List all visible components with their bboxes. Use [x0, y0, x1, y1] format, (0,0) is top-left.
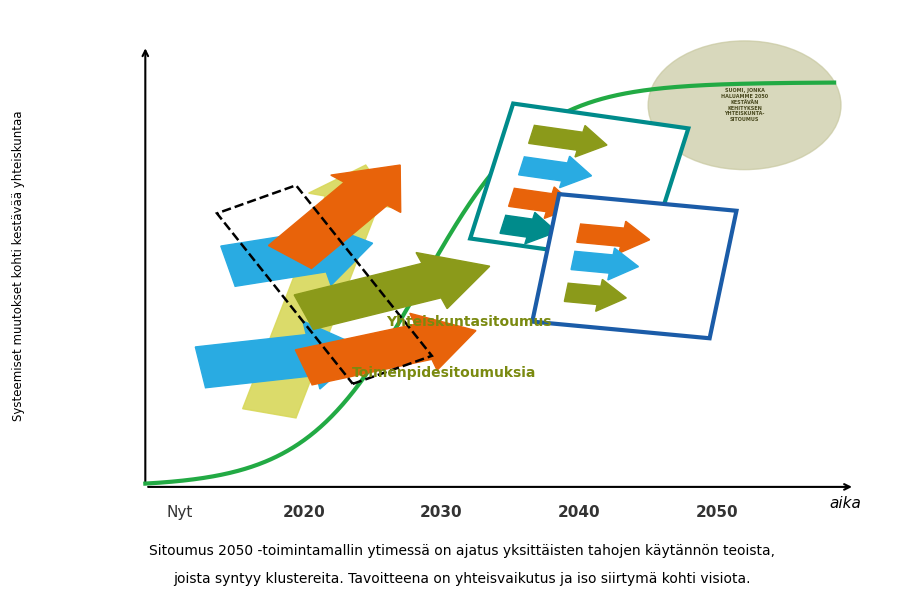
Text: 2050: 2050 [696, 505, 738, 520]
Bar [470, 103, 688, 263]
Text: Toimenpidesitoumuksia: Toimenpidesitoumuksia [352, 365, 536, 379]
Text: 2030: 2030 [420, 505, 463, 520]
Circle shape [648, 41, 841, 169]
Text: Nyt: Nyt [166, 505, 193, 520]
Text: Systeemiset muutokset kohti kestävää yhteiskuntaa: Systeemiset muutokset kohti kestävää yht… [12, 111, 25, 422]
Text: 2020: 2020 [283, 505, 325, 520]
Polygon shape [294, 252, 490, 330]
Polygon shape [571, 248, 638, 280]
Text: Sitoumus 2050 -toimintamallin ytimessä on ajatus yksittäisten tahojen käytännön : Sitoumus 2050 -toimintamallin ytimessä o… [149, 544, 775, 558]
Polygon shape [296, 313, 476, 385]
Polygon shape [529, 125, 607, 157]
Polygon shape [269, 165, 401, 269]
Text: SUOMI, JONKA
HALUAMME 2050
KESTÄVÄN
KEHITYKSEN
YHTEISKUNTA-
SITOUMUS: SUOMI, JONKA HALUAMME 2050 KESTÄVÄN KEHI… [721, 88, 768, 122]
Text: joista syntyy klustereita. Tavoitteena on yhteisvaikutus ja iso siirtymä kohti v: joista syntyy klustereita. Tavoitteena o… [174, 572, 750, 586]
Polygon shape [518, 156, 591, 188]
Polygon shape [508, 187, 577, 218]
Text: 2040: 2040 [558, 505, 601, 520]
Polygon shape [243, 165, 395, 418]
Polygon shape [577, 221, 650, 253]
Polygon shape [500, 212, 557, 244]
Bar [217, 185, 432, 384]
Polygon shape [565, 280, 626, 312]
Polygon shape [221, 218, 372, 286]
Bar [532, 194, 736, 338]
Polygon shape [195, 321, 366, 389]
Text: Yhteiskuntasitoumus: Yhteiskuntasitoumus [386, 315, 552, 329]
Text: aika: aika [830, 496, 862, 511]
